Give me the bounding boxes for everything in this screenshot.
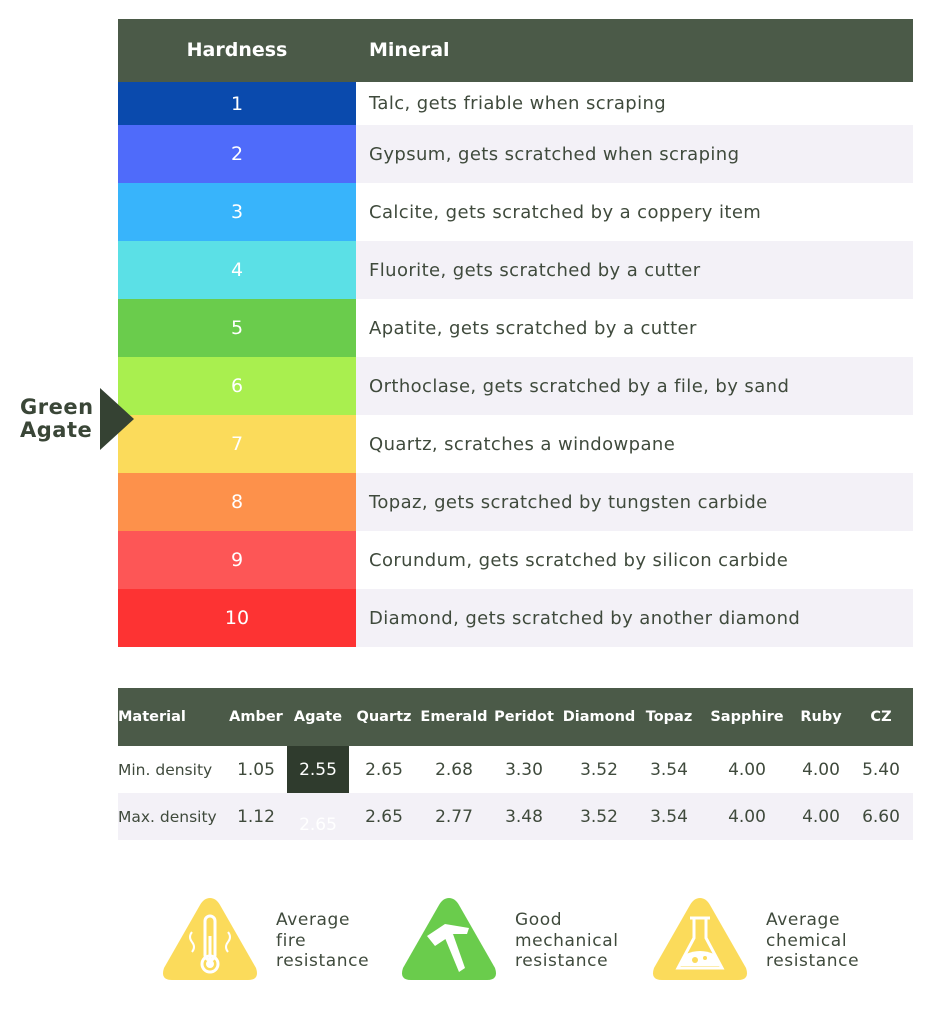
density-column-header: Material [118,709,186,725]
hardness-table: Hardness Mineral 1 Talc, gets friable whe… [118,19,913,647]
density-value: 3.30 [505,759,543,780]
density-value: 4.00 [728,759,766,780]
density-value: 2.68 [435,759,473,780]
hardness-rows: 1 Talc, gets friable when scraping 2 Gypsum… [118,82,913,647]
hardness-row: 3 Calcite, gets scratched by a coppery it… [118,183,913,241]
hardness-row: 8 Topaz, gets scratched by tungsten carbi… [118,473,913,531]
hardness-row: 7 Quartz, scratches a windowpane [118,415,913,473]
density-value: 1.05 [237,759,275,780]
density-column-header: Agate [293,709,343,725]
density-value: 4.00 [728,806,766,827]
density-value: 3.52 [580,759,618,780]
density-column-header: Sapphire [710,709,784,725]
mineral-description: Calcite, gets scratched by a coppery ite… [369,201,762,223]
hardness-row: 5 Apatite, gets scratched by a cutter [118,299,913,357]
hardness-value: 9 [118,531,356,589]
mechanical-resistance-label: Good mechanical resistance [515,910,619,971]
density-column-header: Topaz [645,709,693,725]
density-value: 2.65 [365,759,403,780]
hardness-value: 10 [118,589,356,647]
density-table: Material Amber Agate Quartz Emerald Peridot Di… [118,688,913,840]
density-value: 2.55 [299,759,337,780]
hardness-row: 9 Corundum, gets scratched by silicon car… [118,531,913,589]
hardness-row: 4 Fluorite, gets scratched by a cutter [118,241,913,299]
hardness-value: 6 [118,357,356,415]
density-value: 4.00 [802,759,840,780]
density-value: 1.12 [237,806,275,827]
hardness-table-header: Hardness Mineral [118,19,913,82]
density-rows: Min. density 1.05 2.55 2.65 2.68 3.30 3.52 3.54… [118,746,913,840]
density-row-label: Min. density [118,760,213,779]
mineral-description: Orthoclase, gets scratched by a file, by… [369,375,790,397]
hardness-column-header: Hardness [186,39,288,61]
hardness-value: 4 [118,241,356,299]
density-row-label: Max. density [118,807,217,826]
hardness-row: 6 Orthoclase, gets scratched by a file, b… [118,357,913,415]
density-value: 2.65 [365,806,403,827]
marker-arrow-icon [100,388,134,450]
mineral-description: Topaz, gets scratched by tungsten carbid… [369,491,768,513]
density-value: 6.60 [862,806,900,827]
flask-icon [653,898,747,980]
density-value: 4.00 [802,806,840,827]
hardness-row: 1 Talc, gets friable when scraping [118,82,913,125]
marker-label-line-2: Agate [20,418,93,442]
mineral-description: Corundum, gets scratched by silicon carb… [369,549,789,571]
density-value: 5.40 [862,759,900,780]
density-value: 3.54 [650,806,688,827]
density-column-header: Amber [229,709,283,725]
density-row: Min. density 1.05 2.55 2.65 2.68 3.30 3.52 3.54… [118,746,913,793]
thermometer-icon [163,898,257,980]
hammer-icon [402,898,496,980]
hardness-value: 1 [118,82,356,125]
chemical-resistance-label: Average chemical resistance [766,910,860,971]
mineral-description: Diamond, gets scratched by another diamo… [369,607,801,629]
density-value: 2.65 [299,814,337,835]
density-value: 3.54 [650,759,688,780]
density-row: Max. density 1.12 2.65 2.65 2.77 3.48 3.52 3.54… [118,793,913,840]
mineral-column-header: Mineral [369,39,450,61]
density-column-header: CZ [870,709,892,725]
density-column-header: Ruby [800,709,842,725]
hardness-row: 10 Diamond, gets scratched by another dia… [118,589,913,647]
density-column-header: Peridot [494,709,554,725]
fire-resistance-label: Average fire resistance [276,910,370,971]
mineral-description: Gypsum, gets scratched when scraping [369,143,740,165]
hardness-value: 2 [118,125,356,183]
density-value: 3.48 [505,806,543,827]
density-column-header: Diamond [562,709,636,725]
density-column-header: Quartz [356,709,412,725]
properties-section: Average fire resistance Good mechanical … [0,880,931,1010]
marker-label-line-1: Green [20,395,94,419]
density-value: 3.52 [580,806,618,827]
hardness-value: 7 [118,415,356,473]
hardness-value: 3 [118,183,356,241]
density-table-header: Material Amber Agate Quartz Emerald Peridot Di… [118,688,913,746]
density-column-header: Emerald [420,709,488,725]
mineral-description: Talc, gets friable when scraping [369,93,667,114]
mineral-description: Fluorite, gets scratched by a cutter [369,259,701,281]
mineral-description: Apatite, gets scratched by a cutter [369,317,697,339]
density-value: 2.77 [435,806,473,827]
green-agate-marker: Green Agate [20,396,94,442]
hardness-value: 8 [118,473,356,531]
mineral-description: Quartz, scratches a windowpane [369,433,676,455]
hardness-row: 2 Gypsum, gets scratched when scraping [118,125,913,183]
hardness-value: 5 [118,299,356,357]
